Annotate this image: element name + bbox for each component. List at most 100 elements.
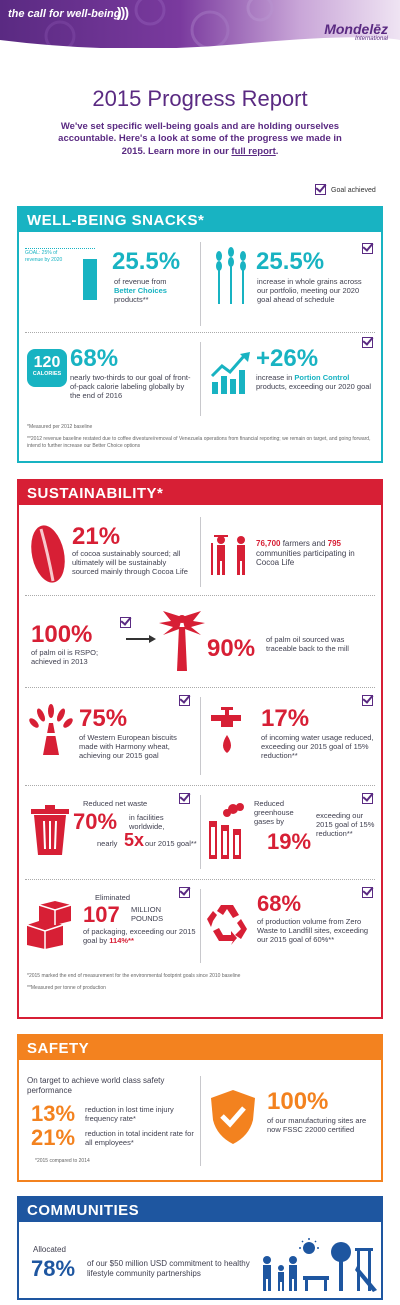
- cocoa-pod-icon: [31, 525, 65, 583]
- packaging-amount: 107: [83, 902, 120, 927]
- tagline: the call for well-being: [8, 8, 121, 20]
- better-choices-text: of revenue from Better Choices products*…: [114, 277, 214, 304]
- farmers-t2: communities participating in Cocoa Life: [256, 548, 355, 568]
- goal-achieved-icon: [362, 337, 373, 348]
- section-header-sustainability: SUSTAINABILITY*: [19, 481, 381, 505]
- section-communities: COMMUNITIES Allocated 78% of our $50 mil…: [17, 1196, 383, 1300]
- divider: [200, 242, 201, 326]
- waste-t2: in facilities worldwide,: [129, 813, 165, 831]
- packaging-t1: Eliminated: [95, 893, 131, 902]
- divider: [25, 687, 375, 688]
- divider: [200, 342, 201, 416]
- better-choices-pct: 25.5%: [112, 248, 181, 275]
- recycle-icon: [207, 905, 247, 945]
- arrow-head: [149, 635, 156, 643]
- palm-rspo-pct: 100%: [31, 621, 93, 648]
- footnote: **Measured per tonne of production: [27, 985, 106, 991]
- footnote: *Measured per 2012 baseline: [27, 424, 93, 430]
- section-title-snacks: WELL-BEING SNACKS*: [27, 212, 205, 229]
- safety-intro: On target to achieve world class safety …: [27, 1076, 165, 1095]
- waste-t3: nearly: [97, 839, 118, 848]
- communities-pct: 78%: [31, 1256, 76, 1281]
- divider: [200, 1076, 201, 1166]
- goal-achieved-legend-label: Goal achieved: [331, 187, 376, 194]
- section-sustainability: SUSTAINABILITY* 21% of cocoa sustainably…: [17, 479, 383, 1019]
- packaging-goal-pct: 114%**: [109, 936, 134, 945]
- calorie-badge-number: 120: [33, 354, 61, 371]
- goal-achieved-icon: [179, 695, 190, 706]
- goal-achieved-icon: [120, 617, 131, 628]
- growth-chart-icon: [210, 352, 250, 394]
- section-header-safety: SAFETY: [19, 1036, 381, 1060]
- packaging-boxes-icon: [26, 901, 72, 949]
- shield-check-icon: [211, 1090, 255, 1144]
- divider: [25, 879, 375, 880]
- sound-waves-icon: ))): [117, 4, 129, 20]
- factory-emissions-icon: [209, 803, 244, 859]
- divider: [200, 795, 201, 869]
- whole-grains-text: increase in whole grains across our port…: [257, 277, 362, 304]
- footnote: **2012 revenue baseline restated due to …: [27, 436, 371, 449]
- better-choices-t2: Better Choices: [114, 286, 167, 295]
- portion-t1: increase in: [256, 373, 293, 382]
- wheat-grain-icon: [216, 247, 246, 304]
- goal-label: GOAL: 25% of revenue by 2020: [25, 250, 63, 263]
- intro-body: We've set specific well-being goals and …: [58, 121, 342, 157]
- intro-end: .: [275, 145, 279, 157]
- page-title: 2015 Progress Report: [92, 86, 308, 111]
- community-playground-icon: [263, 1238, 377, 1292]
- farmers-icon: [211, 535, 245, 575]
- brand-logo: Mondelēz International: [324, 22, 388, 42]
- farmers-t1: farmers and: [282, 539, 326, 548]
- farmers-text: 76,700 farmers and 795 communities parti…: [256, 539, 374, 568]
- goal-achieved-icon: [179, 887, 190, 898]
- wheat-sheaf-icon: [29, 704, 73, 755]
- calorie-badge-label: CALORIES: [32, 371, 62, 377]
- harmony-wheat-pct: 75%: [79, 705, 128, 732]
- waste-t4: our 2015 goal**: [145, 839, 197, 848]
- calorie-labeling-pct: 68%: [70, 345, 119, 372]
- ghg-t1: Reduced greenhouse gases by: [254, 799, 294, 826]
- harmony-wheat-text: of Western European biscuits made with H…: [79, 733, 177, 760]
- section-title-sustainability: SUSTAINABILITY*: [27, 485, 164, 502]
- palm-traceable-pct: 90%: [207, 635, 256, 662]
- ghg-t2: exceeding our 2015 goal of 15% reduction…: [316, 811, 375, 838]
- divider: [200, 697, 201, 775]
- water-reduction-text: of incoming water usage reduced, exceedi…: [261, 733, 374, 760]
- divider: [200, 517, 201, 587]
- packaging-t2-text: of packaging, exceeding our 2015 goal by: [83, 927, 196, 945]
- better-choices-t3: products**: [114, 295, 149, 304]
- section-header-snacks: WELL-BEING SNACKS*: [19, 208, 381, 232]
- water-reduction-pct: 17%: [261, 705, 310, 732]
- goal-achieved-legend-icon: [315, 184, 326, 195]
- brand-sub: International: [354, 36, 388, 42]
- incident-rate-pct: 21%: [31, 1125, 76, 1150]
- portion-t3: products, exceeding our 2020 goal: [256, 382, 372, 391]
- incident-rate-text: reduction in total incident rate for all…: [85, 1129, 194, 1147]
- lost-time-pct: 13%: [31, 1101, 76, 1126]
- communities-count: 795: [327, 539, 341, 548]
- palm-rspo-text: of palm oil is RSPO; achieved in 2013: [31, 648, 99, 666]
- palm-traceable-text: of palm oil sourced was traceable back t…: [266, 635, 349, 653]
- goal-achieved-icon: [362, 793, 373, 804]
- footnote: *2015 marked the end of measurement for …: [27, 973, 241, 979]
- ghg-pct: 19%: [267, 829, 312, 854]
- goal-line: [25, 248, 95, 249]
- header-banner: the call for well-being ))) Mondelēz Int…: [0, 0, 400, 48]
- whole-grains-pct: 25.5%: [256, 248, 325, 275]
- divider: [25, 332, 375, 333]
- farmers-count: 76,700: [256, 539, 281, 548]
- waste-pct: 70%: [73, 809, 118, 834]
- trash-bin-icon: [31, 805, 69, 855]
- banner-swirl-pattern: [0, 0, 400, 48]
- cocoa-pct: 21%: [72, 523, 121, 550]
- full-report-link[interactable]: full report: [231, 145, 276, 157]
- brand-name: Mondelēz: [324, 21, 388, 37]
- packaging-unit: MILLION POUNDS: [131, 905, 164, 923]
- fssc-certified-text: of our manufacturing sites are now FSSC …: [267, 1116, 367, 1134]
- goal-achieved-icon: [362, 887, 373, 898]
- intro-text: We've set specific well-being goals and …: [50, 121, 350, 158]
- communities-t1: Allocated: [33, 1245, 66, 1254]
- calorie-labeling-text: nearly two-thirds to our goal of front-o…: [70, 373, 191, 400]
- goal-achieved-icon: [362, 695, 373, 706]
